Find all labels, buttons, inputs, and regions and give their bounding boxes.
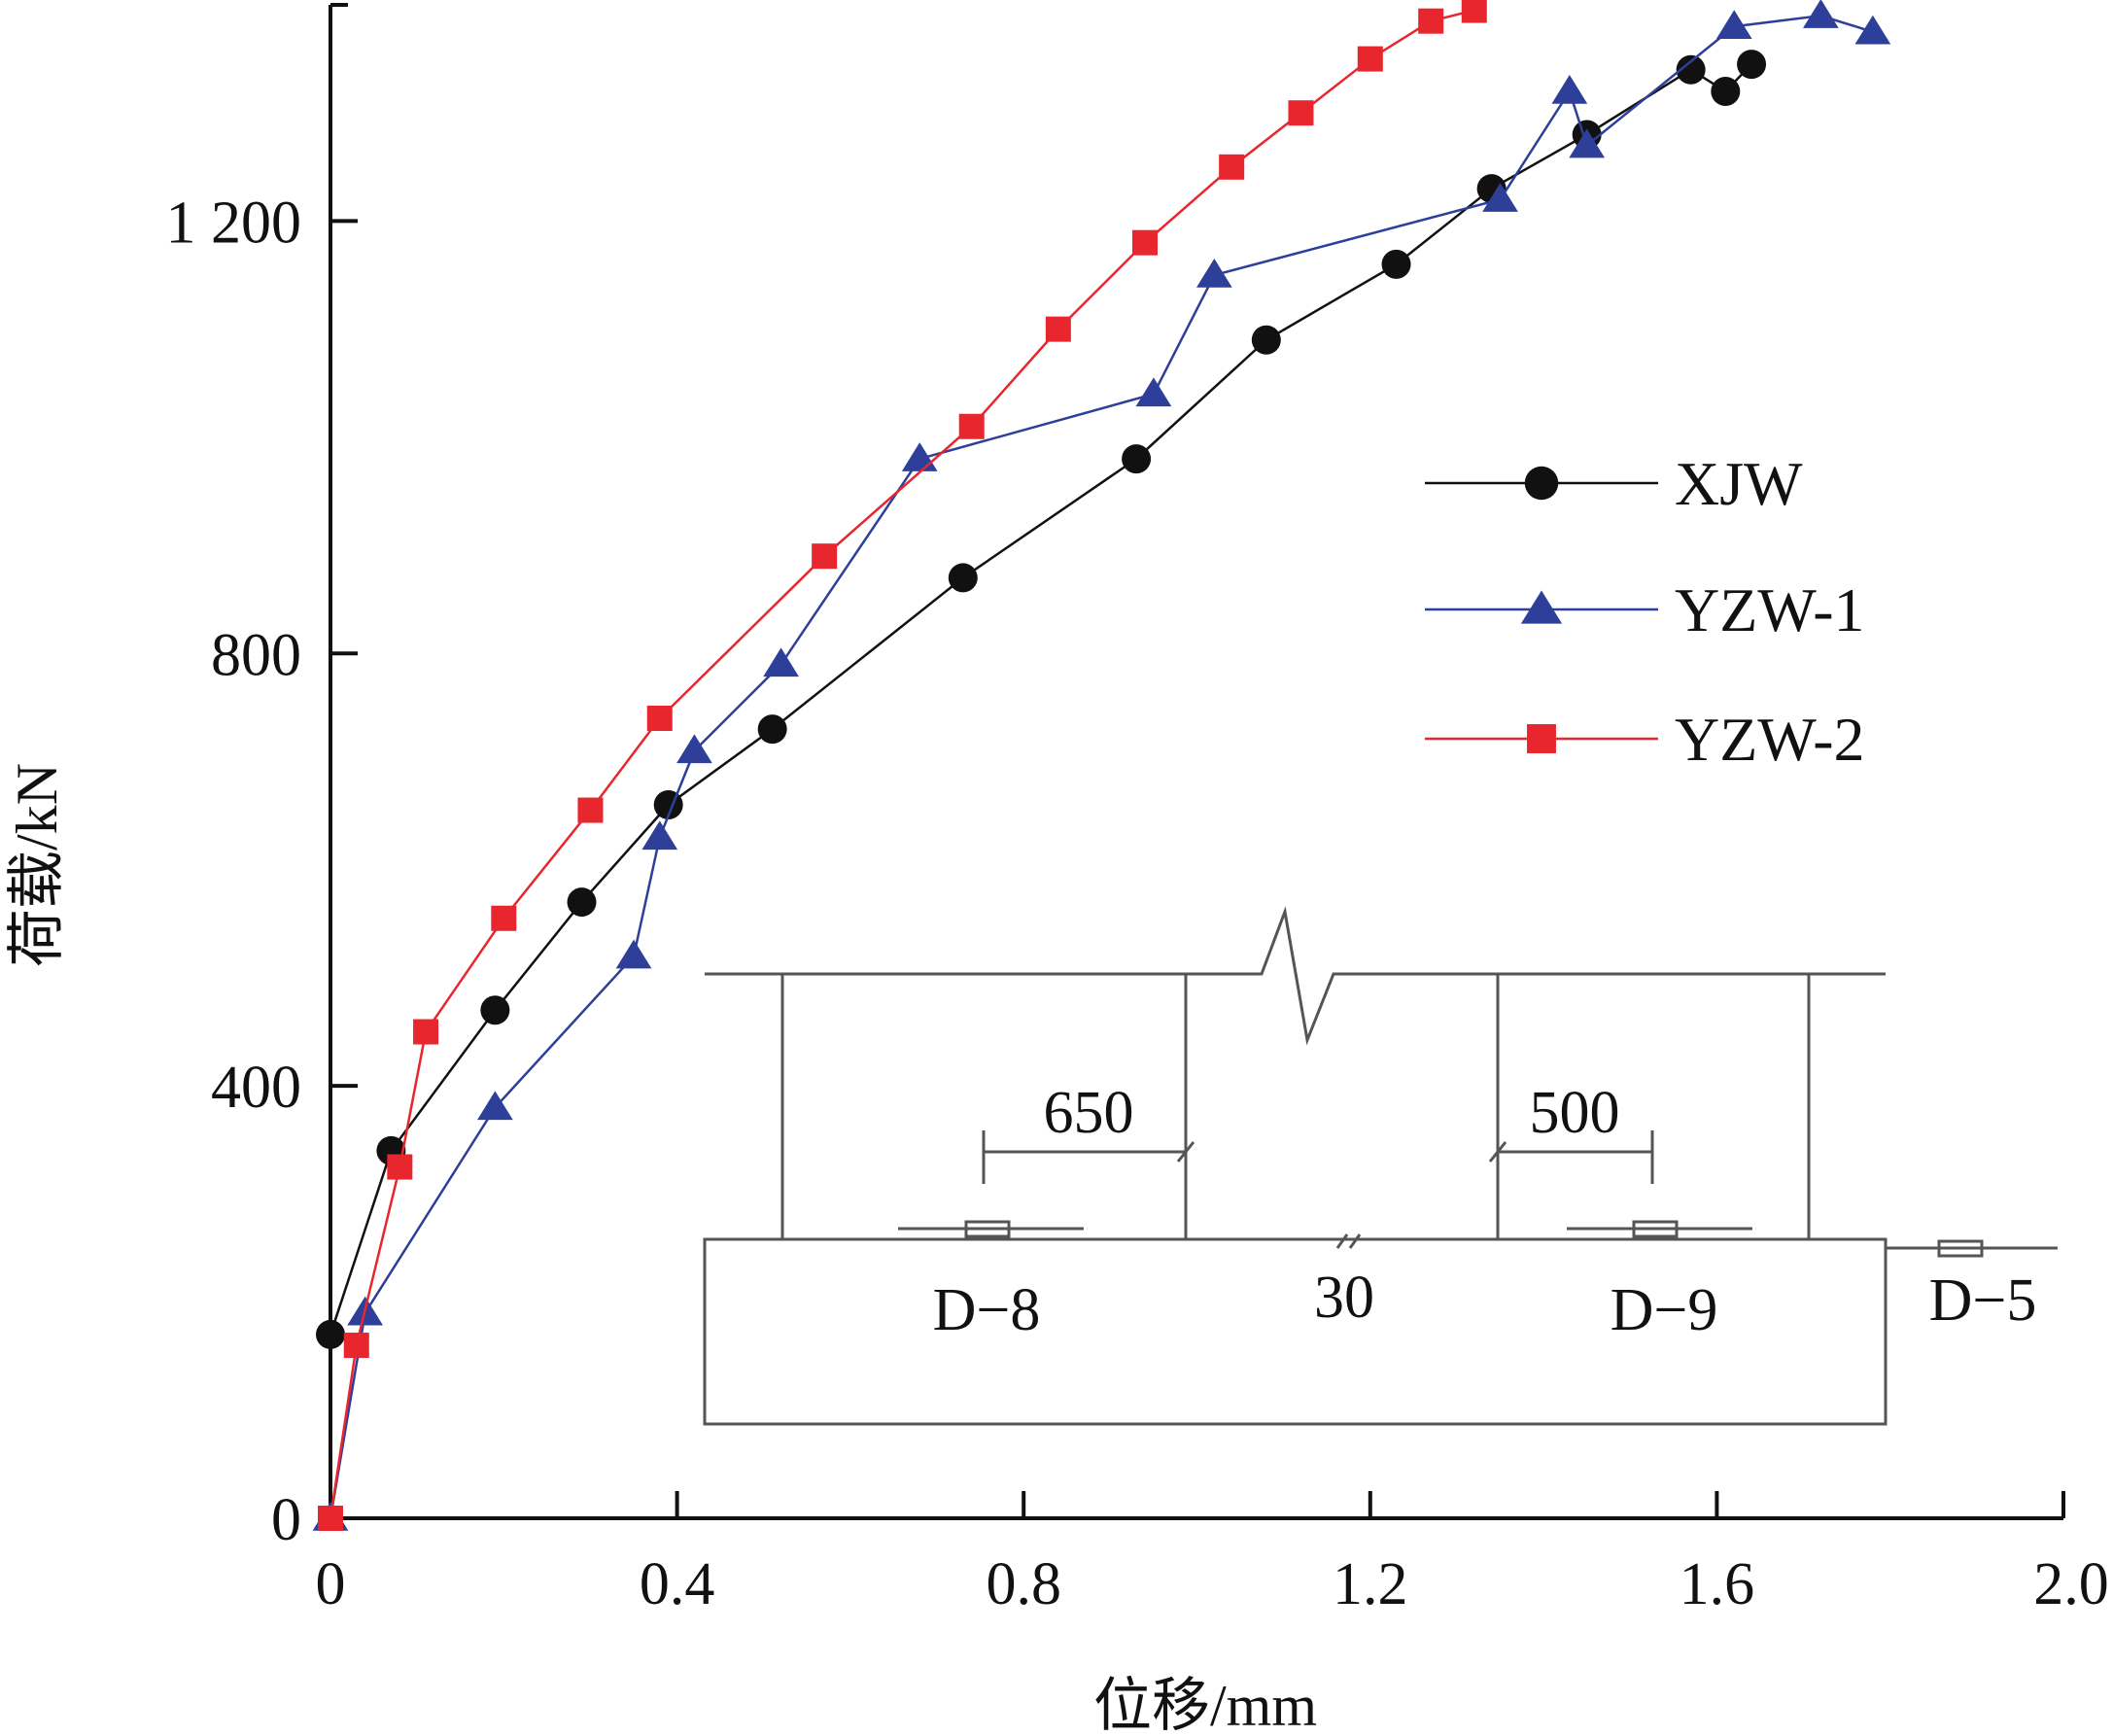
data-point-yzw-2 <box>1461 0 1487 23</box>
data-point-yzw-1 <box>1715 10 1752 39</box>
x-tick-label: 2.0 <box>2033 1551 2109 1617</box>
data-point-yzw-2 <box>646 706 673 732</box>
data-point-yzw-2 <box>413 1019 439 1045</box>
sensor-d8-label: D−8 <box>933 1277 1041 1343</box>
gauge-d9-body <box>1632 1220 1679 1238</box>
data-point-yzw-1 <box>1551 74 1588 104</box>
data-point-xjw <box>1251 325 1281 355</box>
data-point-yzw-2 <box>318 1506 343 1531</box>
legend-label-yzw-2: YZW-2 <box>1675 705 1865 774</box>
y-tick-label: 0 <box>271 1487 301 1553</box>
data-point-yzw-1 <box>1569 128 1606 158</box>
series-line-yzw-1 <box>329 14 1874 1519</box>
data-point-xjw <box>1676 54 1706 85</box>
axis-ticks: 0 0.4 0.8 1.2 1.6 2.0 0 400 800 1 200 <box>166 190 2109 1617</box>
data-point-yzw-2 <box>577 797 604 823</box>
y-axis-label: 荷载/kN <box>5 763 69 967</box>
data-point-xjw <box>316 1319 345 1349</box>
x-tick-label: 0.8 <box>986 1551 1061 1617</box>
data-series <box>312 0 1891 1531</box>
dim-30-label: 30 <box>1314 1265 1374 1331</box>
data-point-yzw-2 <box>387 1154 413 1180</box>
series-line-yzw-2 <box>329 9 1475 1519</box>
x-axis-label: 位移/mm <box>1093 1674 1317 1736</box>
gap-30-mark-b <box>1348 1233 1362 1249</box>
data-point-xjw <box>1381 249 1411 279</box>
legend-marker-xjw <box>1524 466 1559 501</box>
data-point-xjw <box>948 563 978 593</box>
inset-diagram <box>703 906 2058 1426</box>
data-point-yzw-2 <box>812 543 838 570</box>
gauge-d5-body <box>1937 1239 1984 1258</box>
data-point-yzw-1 <box>676 734 712 764</box>
dim-650-label: 650 <box>1044 1080 1134 1146</box>
y-tick-label: 800 <box>211 622 301 688</box>
y-tick-label: 1 200 <box>166 190 302 256</box>
axes <box>329 3 2063 1520</box>
data-point-yzw-1 <box>1854 15 1891 45</box>
data-point-yzw-2 <box>1132 229 1159 256</box>
data-point-yzw-2 <box>1219 154 1245 180</box>
legend: XJW YZW-1 YZW-2 <box>1425 449 1865 774</box>
data-point-yzw-1 <box>615 939 652 969</box>
y-tick-label: 400 <box>211 1055 301 1121</box>
data-point-xjw <box>1737 50 1767 80</box>
gauge-d8-body <box>964 1220 1011 1238</box>
data-point-yzw-1 <box>1135 377 1172 407</box>
x-tick-label: 0.4 <box>640 1551 715 1617</box>
legend-label-yzw-1: YZW-1 <box>1675 575 1865 644</box>
dim-500-tick <box>1488 1141 1507 1163</box>
dim-650-tick <box>1176 1141 1195 1163</box>
x-tick-label: 1.6 <box>1680 1551 1755 1617</box>
x-tick-label: 1.2 <box>1333 1551 1408 1617</box>
data-point-yzw-1 <box>763 647 799 677</box>
data-point-yzw-2 <box>1288 100 1314 126</box>
data-point-xjw <box>1122 444 1152 474</box>
x-tick-label: 0 <box>316 1551 346 1617</box>
legend-marker-yzw-1 <box>1520 590 1563 624</box>
inset-base-block <box>703 1237 1888 1426</box>
data-point-yzw-1 <box>1803 0 1839 28</box>
data-point-xjw <box>1711 76 1741 106</box>
inset-top-beam <box>705 906 1886 1046</box>
sensor-d5-label: D−5 <box>1929 1267 2037 1334</box>
data-point-xjw <box>757 714 787 745</box>
data-point-yzw-2 <box>1418 8 1444 34</box>
data-point-yzw-1 <box>1482 183 1518 212</box>
data-point-xjw <box>480 995 510 1025</box>
data-point-yzw-1 <box>641 820 678 851</box>
legend-label-xjw: XJW <box>1675 449 1803 518</box>
data-point-yzw-2 <box>1045 316 1071 342</box>
data-point-xjw <box>567 887 597 918</box>
data-point-yzw-1 <box>901 442 938 471</box>
data-point-yzw-2 <box>958 413 985 439</box>
data-point-yzw-2 <box>491 905 517 931</box>
data-point-yzw-2 <box>1357 46 1383 72</box>
gap-30-mark-a <box>1335 1233 1349 1249</box>
inset-labels: 650 500 30 D−8 D−9 D−5 <box>933 1080 2037 1343</box>
sensor-d9-label: D−9 <box>1611 1277 1718 1343</box>
data-point-yzw-2 <box>343 1333 369 1359</box>
data-point-yzw-1 <box>477 1091 513 1121</box>
legend-marker-yzw-2 <box>1527 724 1556 753</box>
dim-500-label: 500 <box>1530 1080 1620 1146</box>
data-point-yzw-1 <box>1195 259 1232 288</box>
